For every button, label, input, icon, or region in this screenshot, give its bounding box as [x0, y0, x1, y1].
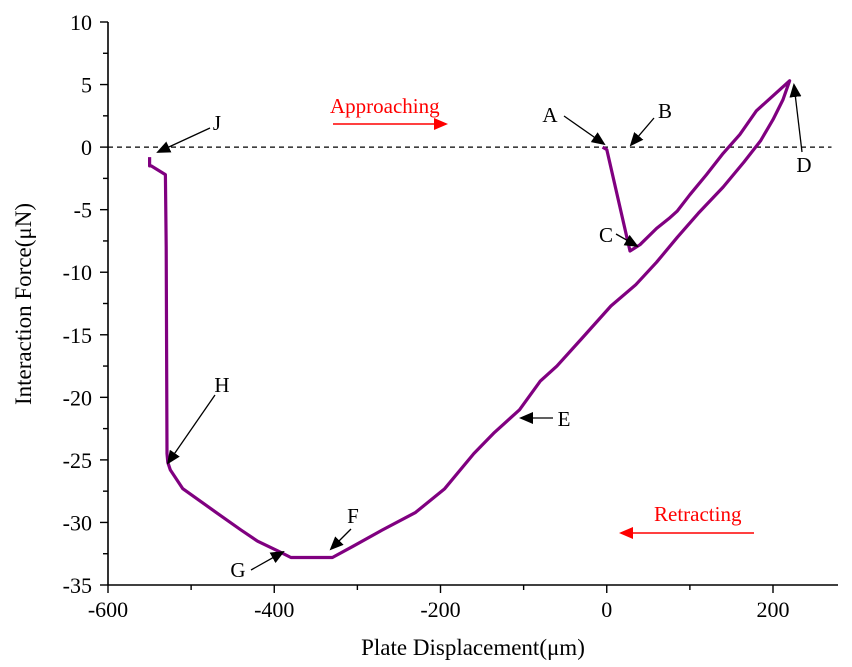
point-label-b: B: [658, 99, 672, 123]
retracting-label: Retracting: [654, 502, 742, 526]
y-tick-label: -25: [63, 448, 92, 473]
label-arrow-b: [629, 117, 655, 147]
point-label-c: C: [599, 223, 613, 247]
point-label-h: H: [214, 373, 229, 397]
x-axis-title: Plate Displacement(μm): [361, 635, 585, 660]
x-tick-label: 0: [601, 597, 612, 622]
y-axis-title: Interaction Force(μN): [11, 203, 36, 405]
point-label-g: G: [230, 558, 245, 582]
x-tick-label: -400: [254, 597, 294, 622]
y-tick-label: 0: [81, 135, 92, 160]
y-tick-label: -15: [63, 323, 92, 348]
ticks: [100, 21, 774, 593]
approaching-label: Approaching: [330, 94, 440, 118]
label-arrow-a: [563, 115, 606, 146]
point-label-f: F: [347, 504, 359, 528]
y-tick-label: -10: [63, 260, 92, 285]
y-tick-label: -5: [74, 198, 92, 223]
point-label-d: D: [796, 153, 811, 177]
point-label-a: A: [542, 103, 558, 127]
label-arrow-j: [156, 127, 211, 153]
label-arrow-f: [329, 528, 352, 551]
x-tick-label: 200: [757, 597, 790, 622]
series-line: [148, 79, 792, 560]
y-tick-label: 5: [81, 73, 92, 98]
x-tick-label: -200: [420, 597, 460, 622]
tick-labels: -600 -400 -200 0 200 10 5 0 -5 -10 -15 -20 -25 -30 -35: [63, 10, 790, 622]
label-arrow-c: [615, 233, 639, 247]
y-tick-label: 10: [70, 10, 92, 35]
x-tick-label: -600: [88, 597, 128, 622]
point-label-j: J: [213, 111, 221, 135]
y-tick-label: -35: [63, 573, 92, 598]
y-tick-label: -30: [63, 510, 92, 535]
label-arrow-d: [789, 83, 803, 153]
label-arrow-h: [166, 394, 216, 465]
point-label-e: E: [558, 407, 571, 431]
y-tick-label: -20: [63, 385, 92, 410]
label-arrow-g: [250, 551, 285, 571]
